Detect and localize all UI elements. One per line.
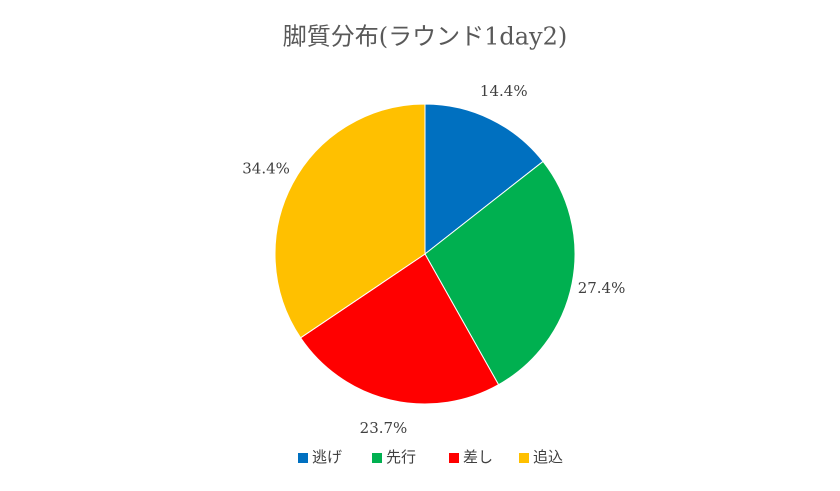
pie-slice xyxy=(424,103,544,256)
legend-label: 差し xyxy=(463,448,493,466)
data-label: 34.4% xyxy=(242,159,290,177)
legend-label: 先行 xyxy=(386,448,416,466)
legend-swatch xyxy=(449,453,459,463)
data-label: 23.7% xyxy=(360,419,408,437)
legend-swatch xyxy=(298,453,308,463)
legend-swatch xyxy=(519,453,529,463)
data-label: 14.4% xyxy=(480,82,528,100)
chart-title: 脚質分布(ラウンド1day2) xyxy=(283,23,568,51)
legend-swatch xyxy=(372,453,382,463)
pie-slice xyxy=(274,103,426,339)
data-label: 27.4% xyxy=(578,279,626,297)
legend-label: 逃げ xyxy=(312,448,342,466)
pie-slice xyxy=(299,253,500,405)
pie-slice xyxy=(424,160,576,386)
legend-label: 追込 xyxy=(533,448,563,466)
